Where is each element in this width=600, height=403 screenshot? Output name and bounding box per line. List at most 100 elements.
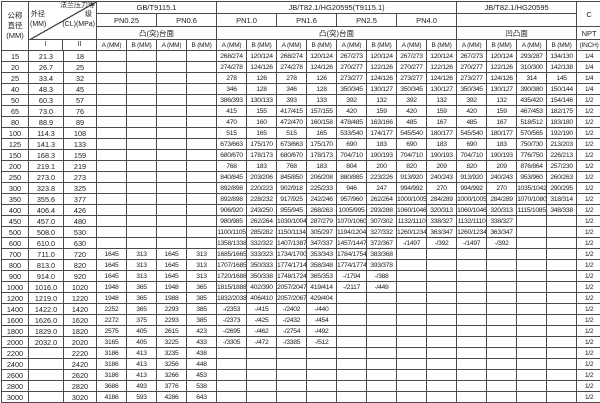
npt-cell: 1/2 — [576, 281, 600, 293]
npt-cell: 1/2 — [576, 347, 600, 359]
a-mm-header: A (MM) — [96, 39, 127, 51]
dim-cell — [426, 259, 458, 271]
dim-cell: 1645 — [96, 248, 127, 260]
dim-cell: 178/173 — [306, 149, 338, 161]
dim-cell: 190/193 — [426, 149, 458, 161]
table-row: 2600 2620 3186 413 3266 453 1/2 — [1, 369, 600, 381]
dim-cell: 413 — [126, 369, 157, 381]
dim-cell: 262/264 — [366, 193, 398, 205]
npt-cell: 1/2 — [576, 325, 600, 337]
table-row: 1600 1626.0 1620 2272 375 2293 385 -/2373 -/425-… — [1, 314, 600, 326]
dim-cell: 3165 — [96, 336, 127, 348]
dim-cell — [366, 292, 398, 304]
dim-cell: 1005/995 — [336, 204, 368, 216]
dim-cell: 4186 — [96, 391, 127, 403]
dim-cell: 1016.0 — [28, 281, 64, 293]
dn-cell: 800 — [1, 259, 29, 271]
dim-cell — [126, 237, 157, 249]
dim-cell: 426 — [63, 204, 97, 216]
dim-cell: 673/663 — [276, 138, 308, 150]
dn-cell: 2200 — [1, 347, 29, 359]
table-row: 2000 2032.0 2020 3165 405 3225 433 -/3305 -/472-… — [1, 336, 600, 348]
dim-cell: 2420 — [63, 358, 97, 370]
face-type-jb2: 凹凸面 — [456, 26, 578, 40]
dim-cell: 704/710 — [456, 149, 488, 161]
dim-cell: 307/302 — [366, 215, 398, 227]
table-row: 20 26.7 25 274/278 124/126 274/278 124/126 270/… — [1, 61, 600, 73]
dn-cell: 40 — [1, 83, 29, 95]
dim-cell: 223/226 — [366, 171, 398, 183]
dim-cell: 1070/1080 — [516, 193, 548, 205]
dim-cell: 1220 — [63, 292, 97, 304]
dim-cell: 372/367 — [366, 237, 398, 249]
dim-cell: 183 — [246, 160, 278, 172]
dim-cell: 1948 — [96, 292, 127, 304]
dim-cell: 1815/1888 — [216, 281, 248, 293]
dim-cell: 290/295 — [546, 182, 578, 194]
dim-cell: 57 — [63, 94, 97, 106]
dim-cell: 190/193 — [366, 149, 398, 161]
npt-cell: 1/2 — [576, 358, 600, 370]
dim-cell: 167 — [486, 116, 518, 128]
npt-cell: 1/2 — [576, 259, 600, 271]
dim-cell: 260/263 — [546, 171, 578, 183]
dim-cell: 643 — [185, 391, 218, 403]
dim-cell: 1645 — [96, 259, 127, 271]
dim-cell — [336, 314, 368, 326]
dim-cell: -/440 — [306, 303, 338, 315]
dim-cell: 160/158 — [306, 116, 338, 128]
dim-cell: -/2117 — [336, 281, 368, 293]
dim-cell — [156, 50, 187, 62]
series-1-label: I — [30, 40, 63, 50]
dim-cell — [516, 226, 548, 238]
dim-cell: 363/347 — [486, 226, 518, 238]
dim-cell — [126, 226, 157, 238]
dim-cell — [276, 369, 308, 381]
dim-cell — [486, 248, 518, 260]
dim-cell — [96, 127, 127, 139]
dim-cell: 32 — [63, 72, 97, 84]
dim-cell: 545/540 — [396, 127, 428, 139]
npt-cell: 1/2 — [576, 149, 600, 161]
dim-cell: 630 — [63, 237, 97, 249]
dim-cell: 545/540 — [456, 127, 488, 139]
dim-cell: 60.3 — [28, 94, 64, 106]
table-row: 1200 1219.0 1220 1948 365 1988 385 1832/2038 406… — [1, 292, 600, 304]
dn-cell: 1200 — [1, 292, 29, 304]
dim-cell — [156, 94, 187, 106]
dim-cell: 178/173 — [246, 149, 278, 161]
npt-cell: 1/2 — [576, 270, 600, 282]
dim-cell — [426, 292, 458, 304]
dim-cell — [456, 303, 488, 315]
dim-cell: 120/124 — [306, 50, 338, 62]
dim-cell — [426, 270, 458, 282]
dim-cell: -/392 — [486, 237, 518, 249]
dim-cell: 402/390 — [246, 281, 278, 293]
series-2-label: II — [77, 41, 82, 48]
dim-cell: 1774/1714 — [276, 259, 308, 271]
dim-cell — [456, 270, 488, 282]
dim-cell: 405 — [126, 336, 157, 348]
dim-cell — [156, 127, 187, 139]
dim-cell: 270 — [486, 182, 518, 194]
dim-cell: 365 — [126, 281, 157, 293]
table-row: 200 219.1 219 768 183 768 183 804 200 820 209 820 20… — [1, 160, 600, 172]
pn-header: PN0.6 — [155, 13, 218, 27]
dim-cell — [96, 204, 127, 216]
dim-cell: 2057/2067 — [276, 292, 308, 304]
b-mm-header: B (MM) — [306, 39, 338, 51]
dim-cell: 293/287 — [516, 50, 548, 62]
dim-cell: 946 — [336, 182, 368, 194]
npt-cell: 1/2 — [576, 94, 600, 106]
dim-cell: 274/278 — [216, 61, 248, 73]
dim-cell: -/2402 — [276, 303, 308, 315]
dim-cell: 3186 — [96, 369, 127, 381]
table-row: 1000 1016.0 1020 1948 365 1948 365 1815/1888 402… — [1, 281, 600, 293]
dim-cell: 267/273 — [456, 50, 488, 62]
dn-cell: 500 — [1, 226, 29, 238]
dim-cell: 132 — [426, 94, 458, 106]
dim-cell: 114.3 — [28, 127, 64, 139]
dim-cell: 270/277 — [456, 61, 488, 73]
dim-cell: 377 — [63, 193, 97, 205]
dim-cell — [366, 391, 398, 403]
